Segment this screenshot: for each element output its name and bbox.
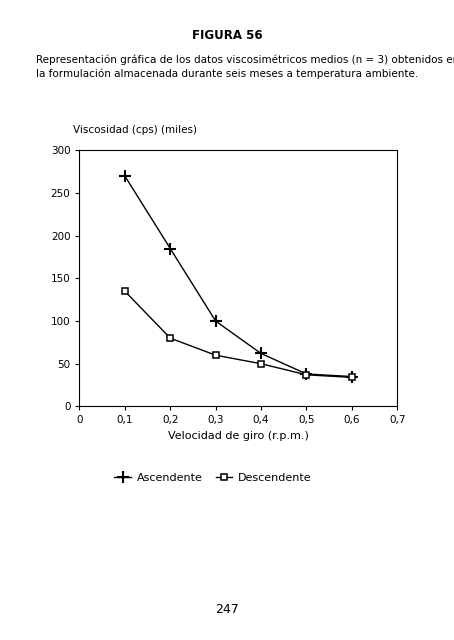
- Legend: Ascendente, Descendente: Ascendente, Descendente: [110, 468, 316, 487]
- Text: Viscosidad (cps) (miles): Viscosidad (cps) (miles): [73, 125, 197, 135]
- Text: 247: 247: [215, 603, 239, 616]
- Ascendente: [213, 317, 218, 325]
- Descendente: [304, 371, 309, 379]
- Descendente: [168, 334, 173, 342]
- Ascendente: [349, 372, 355, 380]
- Descendente: [122, 287, 128, 295]
- Text: la formulación almacenada durante seis meses a temperatura ambiente.: la formulación almacenada durante seis m…: [36, 68, 419, 79]
- Descendente: [349, 374, 355, 381]
- Ascendente: [168, 244, 173, 252]
- Line: Descendente: Descendente: [121, 288, 355, 381]
- Descendente: [213, 351, 218, 359]
- X-axis label: Velocidad de giro (r.p.m.): Velocidad de giro (r.p.m.): [168, 431, 309, 441]
- Ascendente: [304, 370, 309, 378]
- Text: Representación gráfica de los datos viscosimétricos medios (n = 3) obtenidos en: Representación gráfica de los datos visc…: [36, 54, 454, 65]
- Ascendente: [122, 172, 128, 180]
- Text: FIGURA 56: FIGURA 56: [192, 29, 262, 42]
- Ascendente: [258, 349, 264, 357]
- Descendente: [258, 360, 264, 367]
- Line: Ascendente: Ascendente: [119, 170, 357, 382]
